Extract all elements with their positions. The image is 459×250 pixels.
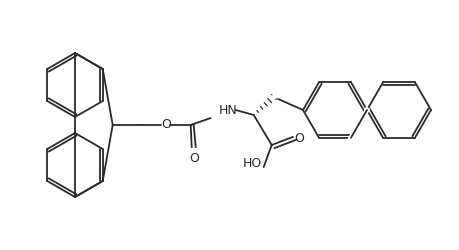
Text: O: O (295, 132, 305, 145)
Text: HN: HN (218, 104, 237, 117)
Text: HO: HO (242, 157, 262, 170)
Text: O: O (189, 152, 199, 165)
Text: O: O (162, 118, 172, 132)
